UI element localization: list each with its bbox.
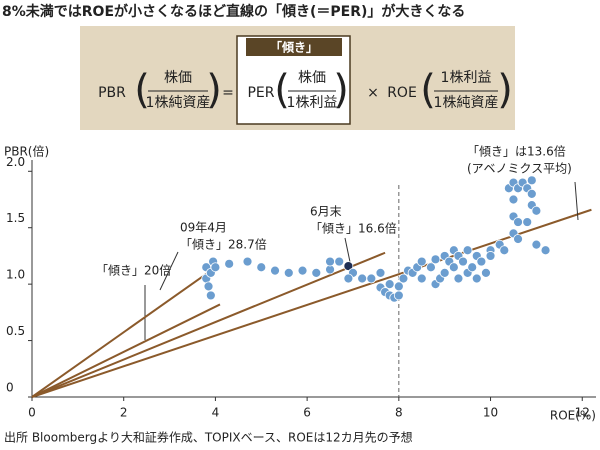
point [458, 256, 468, 267]
annotation: 「傾き」は13.6倍 [467, 144, 566, 159]
x-tick-label: 6 [303, 406, 311, 420]
point [522, 217, 533, 227]
annotation: 「傾き」20倍 [96, 263, 171, 278]
x-axis-label: ROE(%) [550, 409, 596, 423]
point [513, 234, 523, 244]
x-tick-label: 8 [395, 406, 403, 420]
point [343, 273, 354, 284]
title: 8%未満ではROEが小さくなるほど直線の「傾き(＝PER)」が大きくなる [2, 3, 465, 20]
point [270, 265, 280, 276]
point [242, 256, 253, 267]
numerator: 株価 [164, 70, 192, 86]
point [426, 262, 436, 273]
point [325, 256, 335, 267]
operator: × [367, 85, 379, 101]
point [526, 175, 537, 186]
slope-line [31, 303, 221, 398]
point [448, 262, 459, 273]
y-tick-label: 1.0 [6, 268, 25, 282]
point [224, 258, 235, 269]
point [526, 188, 537, 199]
point [297, 265, 308, 276]
point [513, 217, 523, 227]
point [416, 256, 427, 267]
point [375, 267, 386, 278]
formula-term: ROE [387, 85, 417, 101]
point [357, 273, 368, 284]
point [476, 256, 487, 267]
point [311, 267, 322, 278]
paren: ) [497, 67, 513, 113]
y-tick-label: 0.5 [6, 324, 25, 338]
x-tick-label: 4 [212, 406, 220, 420]
point [499, 245, 510, 256]
leader-line [344, 237, 351, 263]
numerator: 株価 [298, 70, 326, 86]
y-tick-label: 0 [6, 381, 14, 395]
point [398, 273, 409, 284]
denominator: 1株純資産 [146, 95, 211, 111]
point [471, 273, 482, 284]
point [205, 290, 216, 301]
point [531, 239, 542, 250]
formula-term: PER [247, 85, 274, 101]
point [453, 273, 464, 284]
point [481, 267, 491, 278]
y-tick-label: 2.0 [6, 155, 25, 169]
annotation: 6月末 [310, 205, 342, 219]
badge [246, 38, 342, 56]
point [439, 267, 450, 278]
badge-text: 「傾き」 [270, 40, 318, 55]
numerator: 1株利益 [441, 70, 492, 86]
annotation: 「傾き」28.7倍 [180, 237, 267, 252]
slope-line [31, 208, 592, 398]
source: 出所 Bloombergより大和証券作成、TOPIXベース、ROEは12カ月先の… [4, 430, 413, 445]
point [467, 262, 478, 273]
paren: ( [420, 67, 436, 113]
x-tick-label: 0 [28, 406, 36, 420]
point [384, 279, 395, 290]
paren: ( [134, 67, 150, 113]
x-tick-label: 10 [483, 406, 498, 420]
point [430, 254, 441, 265]
point [203, 281, 214, 292]
point [462, 245, 473, 256]
annotation: (アベノミクス平均) [467, 162, 572, 176]
point [343, 261, 354, 271]
paren: ( [274, 67, 290, 113]
point [283, 267, 294, 278]
point [334, 256, 345, 267]
y-tick-label: 1.5 [6, 211, 25, 225]
point [485, 251, 496, 261]
formula-term: PBR [98, 85, 126, 101]
point [210, 262, 221, 273]
y-axis-label: PBR(倍) [4, 144, 49, 159]
point [393, 290, 404, 301]
x-tick-label: 2 [120, 406, 128, 420]
leader-line [574, 181, 579, 221]
point [531, 205, 542, 216]
x-tick-label: 12 [575, 406, 590, 420]
operator: = [222, 85, 234, 101]
point [366, 273, 377, 284]
denominator: 1株利益 [287, 95, 338, 111]
point [540, 245, 551, 256]
paren: ) [206, 67, 222, 113]
leader-line [159, 251, 179, 291]
point [393, 281, 404, 292]
point [416, 273, 427, 284]
point [508, 194, 519, 205]
annotation: 「傾き」16.6倍 [310, 221, 397, 236]
denominator: 1株純資産 [434, 95, 499, 111]
slope-line [31, 273, 207, 398]
paren: ) [333, 67, 349, 113]
slope-line [31, 251, 386, 398]
point [256, 262, 267, 273]
annotation: 09年4月 [180, 221, 227, 235]
